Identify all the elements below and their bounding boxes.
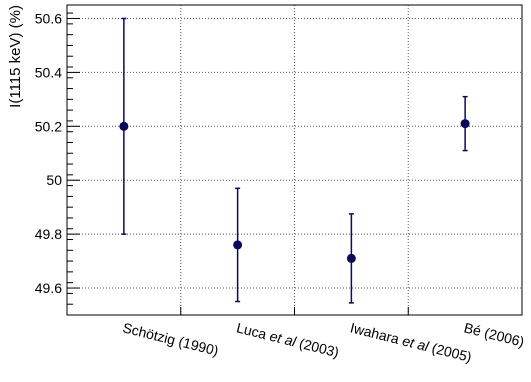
y-tick-label: 50.2 <box>35 118 62 134</box>
x-axis-labels: Schötzig (1990) Luca et al (2003) Iwahara … <box>121 319 526 365</box>
y-tick-label: 50 <box>46 172 62 188</box>
y-axis: 49.6 49.8 50 50.2 50.4 50.6 <box>35 10 409 316</box>
x-category-label: Schötzig (1990) <box>121 319 220 358</box>
data-point <box>346 253 356 263</box>
data-marks <box>119 17 470 304</box>
y-tick-label: 50.6 <box>35 10 62 26</box>
data-point <box>460 119 470 129</box>
data-point <box>119 121 129 131</box>
x-category-label: Bé (2006) <box>462 319 526 349</box>
y-tick-label: 49.8 <box>35 226 62 242</box>
y-tick-label: 49.6 <box>35 280 62 296</box>
grid <box>67 5 522 315</box>
x-category-label: Luca et al (2003) <box>235 319 341 360</box>
data-point <box>233 240 243 250</box>
x-category-label: Iwahara et al (2005) <box>349 319 474 365</box>
y-axis-label: I(1115 keV) (%) <box>7 5 24 108</box>
plot-frame <box>66 4 523 316</box>
y-tick-label: 50.4 <box>35 64 62 80</box>
